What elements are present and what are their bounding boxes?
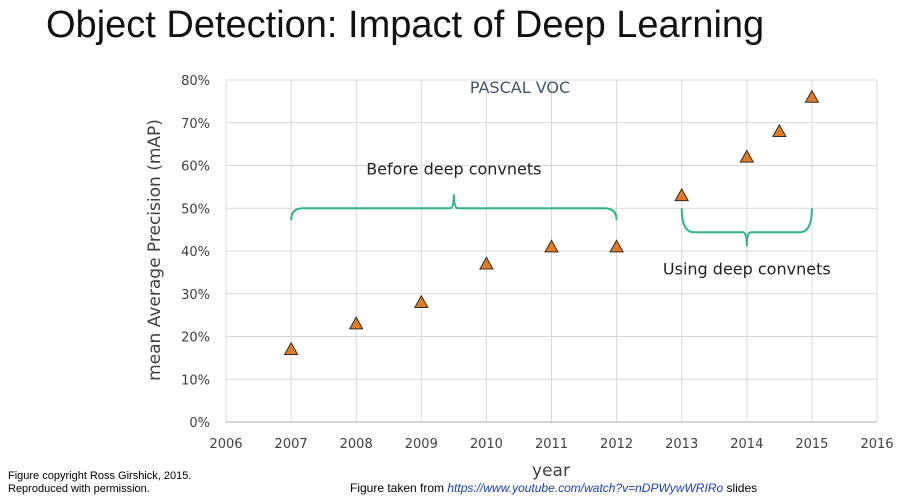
x-tick-label: 2014 [730,437,763,452]
x-tick-label: 2009 [405,437,438,452]
y-tick-labels: 0% 10% 20% 30% 40% 50% 60% 70% 80% [181,74,210,431]
annotation-brackets: Before deep convnets Using deep convnets [290,159,831,278]
slide-title: Object Detection: Impact of Deep Learnin… [46,4,765,46]
data-point-marker [348,316,364,330]
figure-source: Figure taken from https://www.youtube.co… [350,481,757,495]
source-prefix: Figure taken from [350,481,448,495]
y-tick-label: 60% [181,160,210,175]
chart-title: PASCAL VOC [470,78,570,97]
data-point-marker [772,123,787,137]
x-tick-label: 2010 [470,437,503,452]
data-points [283,89,820,356]
y-tick-label: 30% [181,288,210,303]
x-tick-label: 2012 [600,437,633,452]
x-tick-label: 2016 [860,437,893,452]
source-suffix: slides [723,481,758,495]
x-tick-label: 2013 [665,437,698,452]
x-axis-label: year [532,461,570,481]
y-tick-label: 80% [181,74,210,89]
x-tick-label: 2011 [535,437,568,452]
y-tick-label: 0% [189,416,210,431]
x-tick-labels: 2006 2007 2008 2009 2010 2011 2012 2013 2014 2015… [209,437,893,452]
source-link[interactable]: https://www.youtube.com/watch?v=nDPWywWR… [447,481,724,495]
annotation-label: Before deep convnets [366,159,541,178]
credit-line-2: Reproduced with permission. [8,483,150,495]
x-tick-label: 2006 [209,437,242,452]
y-tick-label: 10% [181,373,210,388]
data-point-marker [283,341,299,356]
data-point-marker [413,294,429,308]
y-tick-label: 20% [181,331,210,346]
y-tick-label: 40% [181,245,210,260]
figure-credit: Figure copyright Ross Girshick, 2015. Re… [8,470,191,496]
annotation-label: Using deep convnets [663,259,831,278]
data-point-marker [544,239,559,253]
data-point-marker [804,89,820,103]
annotation-bracket [680,208,813,247]
annotation-bracket [290,194,618,221]
data-point-marker [674,187,690,202]
data-point-marker [739,149,755,163]
data-point-marker [609,239,624,253]
y-axis-label: mean Average Precision (mAP) [145,119,165,381]
y-tick-label: 70% [181,117,210,132]
data-point-marker [479,256,494,270]
x-tick-label: 2008 [340,437,373,452]
credit-line-1: Figure copyright Ross Girshick, 2015. [8,470,192,482]
x-tick-label: 2015 [795,437,828,452]
x-tick-label: 2007 [275,437,308,452]
y-tick-label: 50% [181,202,210,217]
